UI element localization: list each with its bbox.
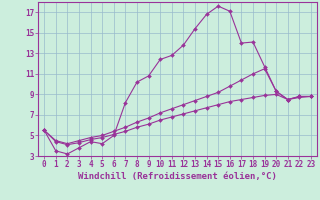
X-axis label: Windchill (Refroidissement éolien,°C): Windchill (Refroidissement éolien,°C) bbox=[78, 172, 277, 181]
